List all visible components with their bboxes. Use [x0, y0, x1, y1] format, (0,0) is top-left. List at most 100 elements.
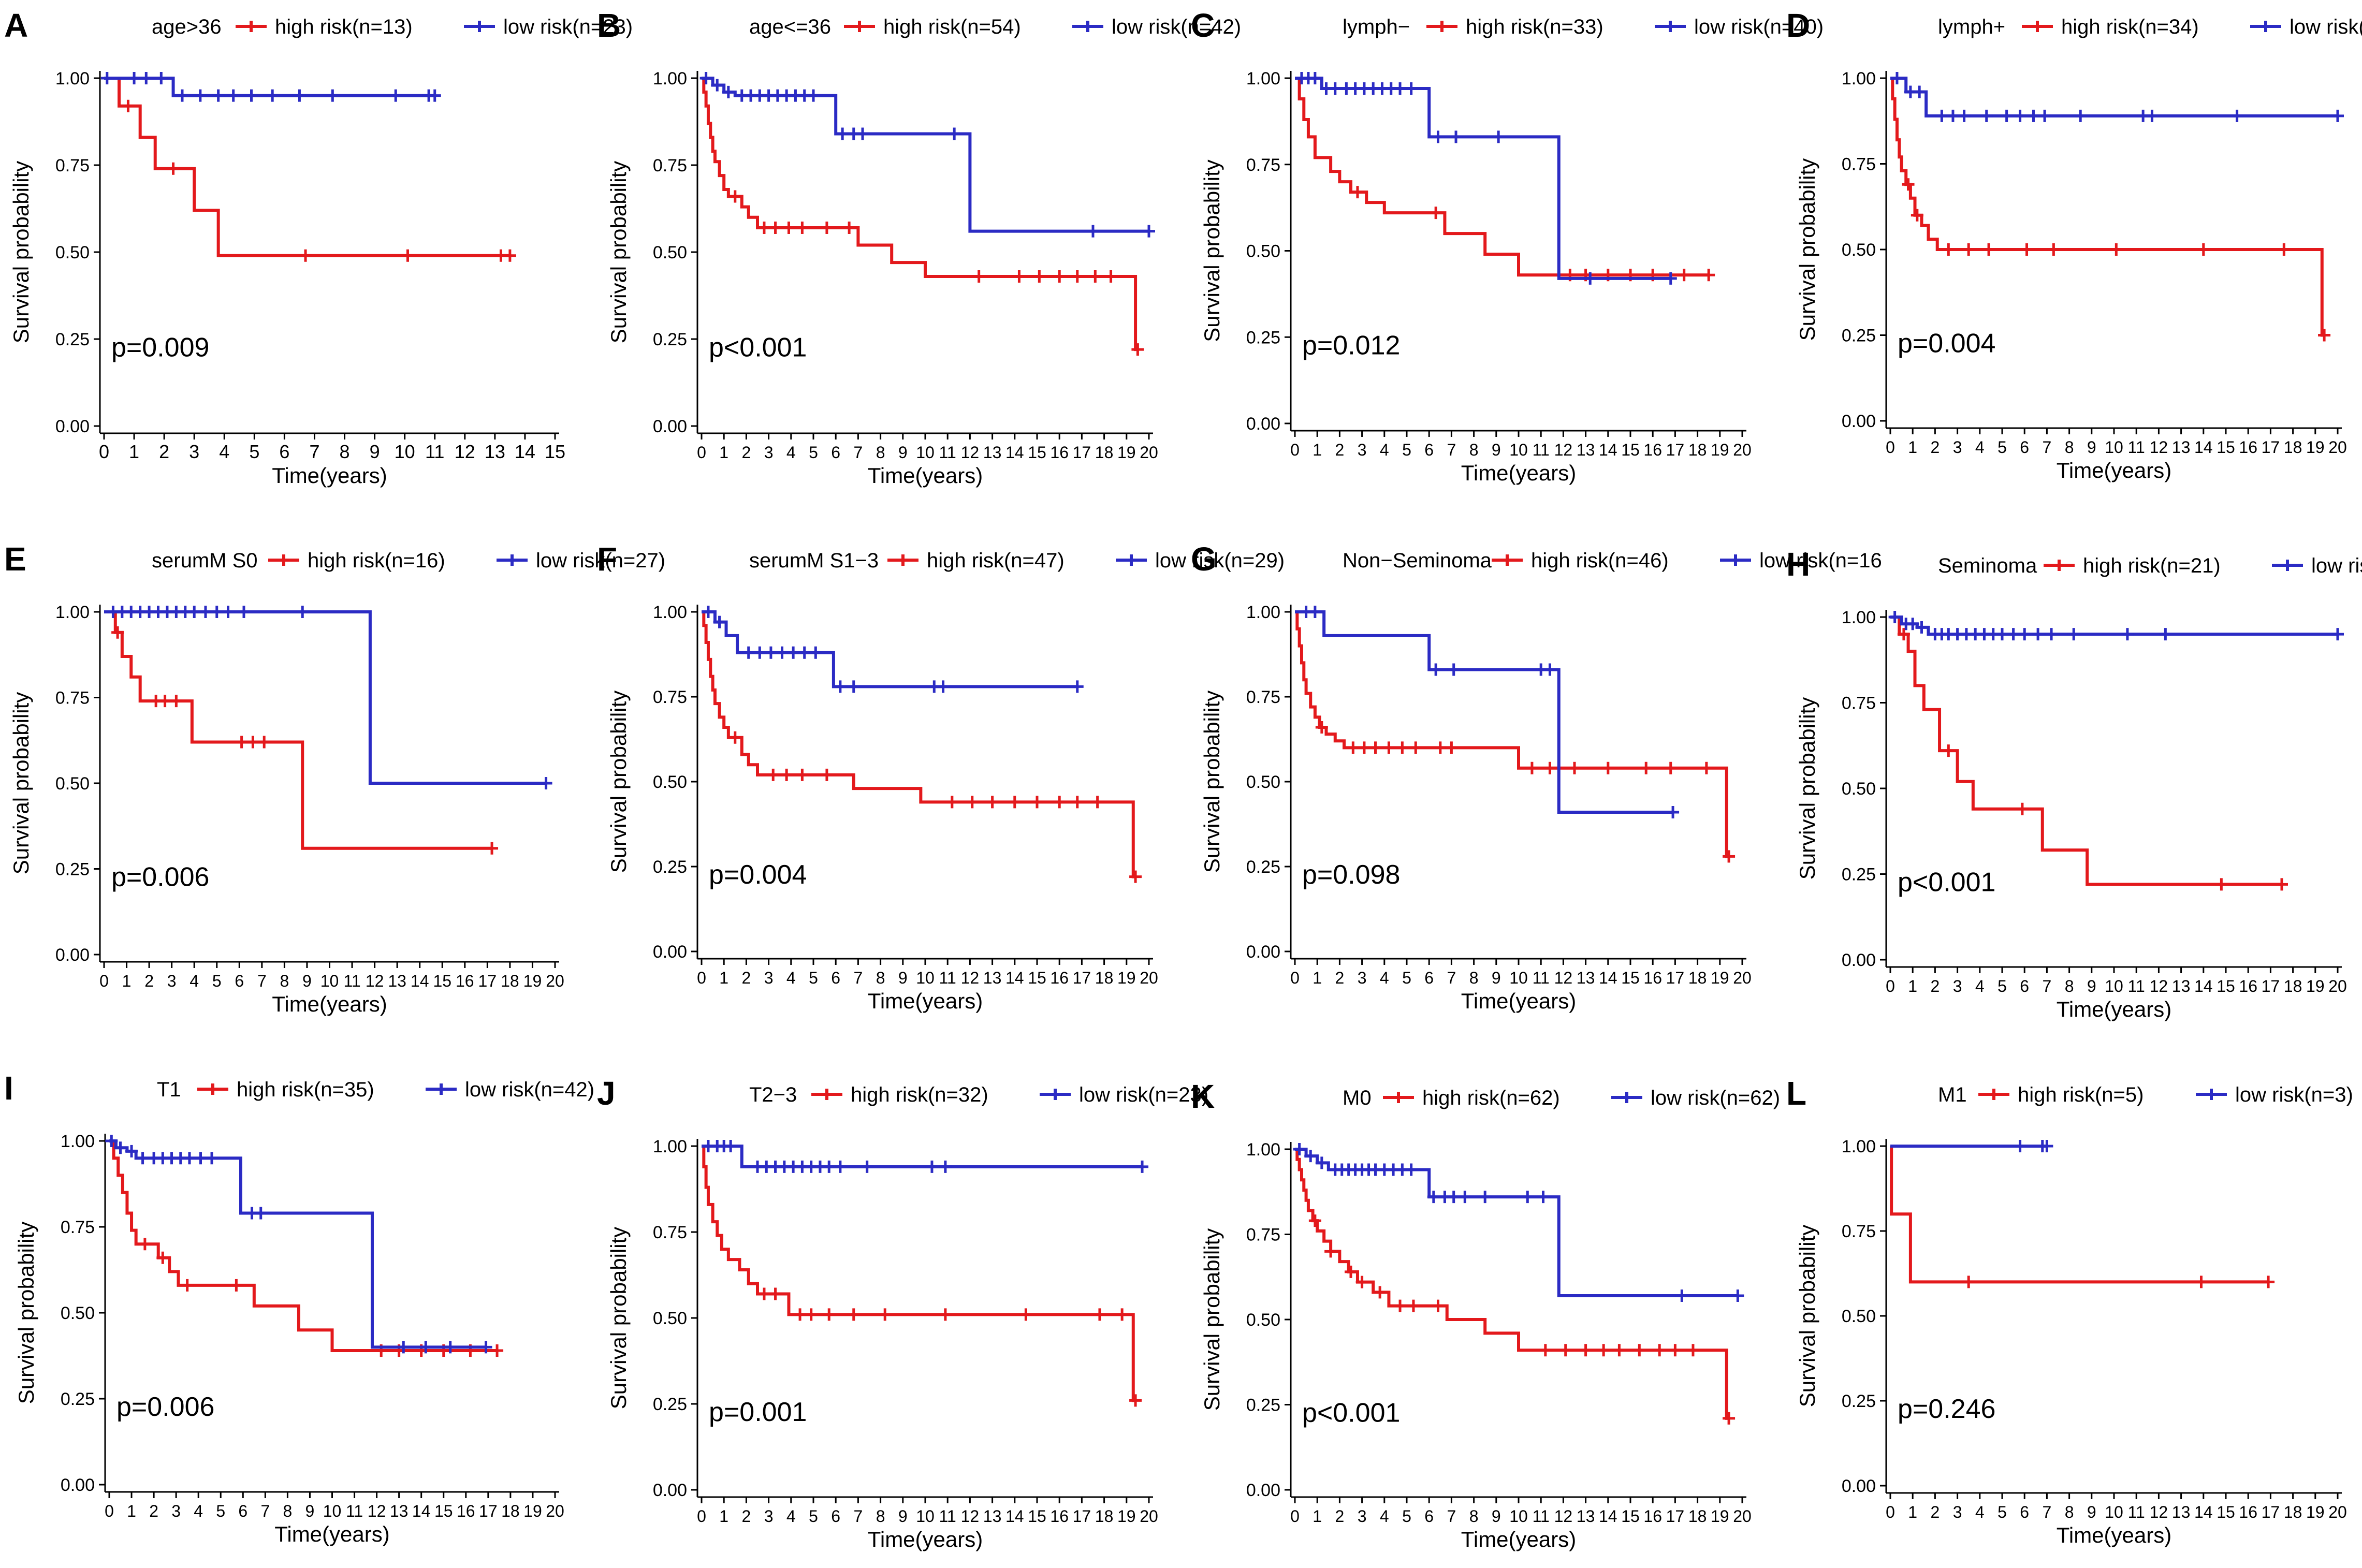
censor-mark	[1543, 761, 1556, 774]
censor-mark	[1136, 1160, 1149, 1173]
x-tick-label: 3	[764, 443, 774, 462]
km-panel-J: J T2−3 high risk(n=32) low risk(n=23) 0.00 0.…	[597, 1075, 1208, 1551]
censor-mark	[245, 89, 258, 102]
x-tick-label: 12	[2150, 438, 2168, 457]
x-tick-label: 16	[1050, 969, 1069, 987]
y-tick-label: 0.00	[1246, 1481, 1280, 1500]
censor-mark	[1129, 1394, 1142, 1407]
x-axis-title: Time(years)	[868, 1527, 983, 1551]
km-curve-low-risk	[1295, 77, 1671, 280]
censor-mark	[1521, 1191, 1534, 1204]
p-value-label: p<0.001	[1302, 1398, 1400, 1428]
x-tick-label: 16	[2239, 438, 2257, 457]
censor-mark	[1700, 761, 1713, 774]
censor-mark	[742, 646, 755, 659]
x-tick-label: 15	[545, 441, 565, 462]
censor-mark	[1355, 1276, 1368, 1288]
x-axis-title: Time(years)	[274, 1522, 389, 1546]
censor-mark	[820, 768, 833, 781]
censor-mark	[1913, 85, 1926, 98]
censor-mark	[1409, 741, 1422, 754]
censor-mark	[1019, 1308, 1032, 1321]
censor-mark	[389, 89, 402, 102]
censor-mark	[948, 127, 961, 140]
y-tick-label: 0.75	[653, 156, 687, 175]
x-tick-label: 4	[786, 969, 796, 987]
x-tick-label: 19	[2306, 977, 2325, 995]
censor-mark	[210, 606, 223, 618]
censor-mark	[1667, 806, 1680, 819]
legend-label: high risk(n=21)	[2083, 554, 2221, 577]
x-tick-label: 13	[1577, 1507, 1595, 1526]
censor-mark	[757, 221, 770, 234]
censor-mark	[540, 777, 552, 789]
x-tick-label: 10	[916, 969, 935, 987]
censor-mark	[1143, 225, 1155, 238]
censor-mark	[1087, 225, 1099, 238]
x-tick-label: 1	[1908, 1503, 1917, 1521]
censor-mark	[1369, 741, 1382, 754]
x-tick-label: 2	[742, 969, 751, 987]
censor-mark	[1405, 1163, 1418, 1176]
censor-mark	[711, 79, 724, 92]
x-tick-label: 7	[309, 441, 319, 462]
x-tick-label: 9	[1492, 1507, 1501, 1526]
x-tick-label: 6	[1424, 441, 1434, 459]
censor-mark	[1345, 1265, 1357, 1278]
legend-label: low risk(n=42)	[1112, 16, 1241, 38]
y-tick-label: 0.50	[1246, 1310, 1280, 1330]
x-tick-label: 18	[1688, 1507, 1707, 1526]
x-axis-title: Time(years)	[2057, 1523, 2171, 1547]
censor-mark	[235, 736, 248, 749]
censor-mark	[1633, 1344, 1646, 1357]
y-tick-label: 0.75	[1246, 1225, 1280, 1245]
x-tick-label: 8	[1469, 1507, 1479, 1526]
censor-mark	[1459, 1191, 1471, 1204]
x-tick-label: 13	[388, 972, 406, 990]
x-tick-label: 15	[2217, 977, 2235, 995]
x-tick-label: 0	[697, 969, 706, 987]
x-tick-label: 11	[939, 969, 956, 987]
x-tick-label: 1	[122, 972, 132, 990]
censor-mark	[230, 1279, 243, 1292]
x-tick-label: 13	[485, 441, 505, 462]
x-axis-title: Time(years)	[1461, 1527, 1576, 1551]
x-tick-label: 0	[1886, 438, 1895, 457]
x-tick-label: 11	[2128, 977, 2145, 995]
y-tick-label: 0.00	[55, 945, 90, 965]
y-tick-label: 1.00	[653, 1137, 687, 1156]
y-tick-label: 0.25	[653, 330, 687, 349]
censor-mark	[2278, 243, 2291, 256]
x-tick-label: 11	[2128, 1503, 2145, 1521]
x-tick-label: 12	[1554, 969, 1573, 987]
censor-mark	[194, 89, 207, 102]
x-tick-label: 5	[1402, 441, 1411, 459]
y-tick-label: 0.00	[1842, 950, 1876, 970]
x-tick-label: 6	[1424, 1507, 1434, 1526]
x-tick-label: 14	[1005, 443, 1024, 462]
x-axis-title: Time(years)	[2057, 997, 2171, 1021]
y-tick-label: 0.25	[1842, 326, 1876, 346]
censor-mark	[479, 1341, 492, 1354]
p-value-label: p=0.012	[1302, 331, 1400, 361]
censor-mark	[780, 768, 793, 781]
censor-mark	[1091, 796, 1104, 809]
x-tick-label: 13	[390, 1502, 409, 1520]
x-tick-label: 9	[898, 1507, 908, 1526]
x-axis-title: Time(years)	[868, 989, 983, 1013]
y-axis-title: Survival probability	[1200, 1228, 1224, 1411]
x-tick-label: 8	[876, 1507, 885, 1526]
x-tick-label: 20	[1140, 443, 1158, 462]
censor-mark	[1962, 1276, 1975, 1288]
censor-mark	[757, 1287, 770, 1300]
censor-mark	[939, 1160, 952, 1173]
censor-mark	[2318, 329, 2331, 342]
censor-mark	[1430, 207, 1442, 219]
x-tick-label: 2	[159, 441, 169, 462]
x-tick-label: 15	[433, 972, 451, 990]
x-tick-label: 17	[479, 1502, 498, 1520]
censor-mark	[834, 1160, 847, 1173]
censor-mark	[2276, 878, 2288, 891]
x-tick-label: 9	[1492, 441, 1501, 459]
legend-title: T2−3	[749, 1083, 797, 1106]
